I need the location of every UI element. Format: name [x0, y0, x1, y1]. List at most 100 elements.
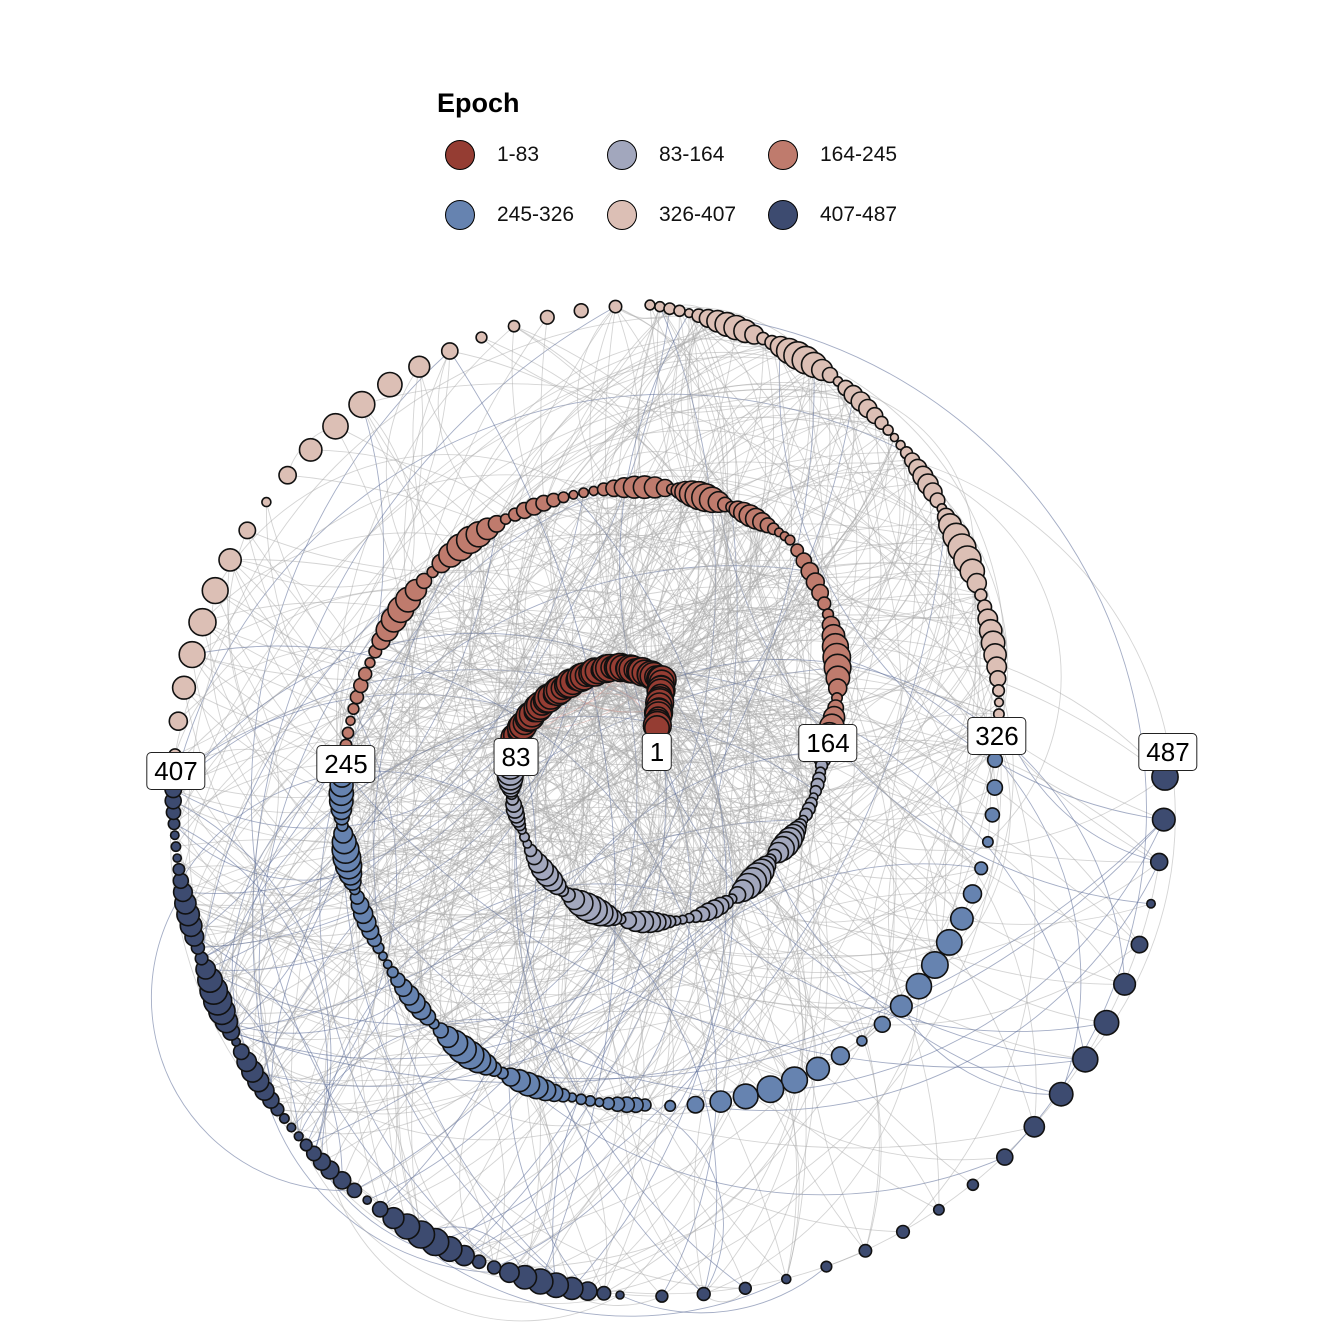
edge	[744, 870, 816, 1289]
edge	[723, 504, 836, 709]
legend-label-epoch-4: 245-326	[497, 203, 575, 226]
edge	[197, 670, 602, 949]
edge	[459, 547, 940, 1211]
node-475	[932, 1203, 945, 1216]
legend-swatch-epoch-1	[445, 140, 475, 170]
edge	[347, 535, 785, 743]
node-405	[171, 675, 197, 700]
node-label-164: 164	[798, 724, 858, 762]
edge	[502, 819, 1165, 1080]
edge	[659, 704, 767, 866]
edge	[214, 454, 584, 591]
node-323	[981, 835, 994, 848]
node-441	[278, 1113, 290, 1125]
legend-label-epoch-2: 83-164	[659, 143, 725, 166]
edge	[462, 306, 663, 1297]
edge	[345, 700, 820, 779]
node-273	[386, 965, 399, 979]
node-391	[475, 331, 488, 344]
edge	[415, 589, 821, 648]
edge	[346, 559, 804, 858]
edge	[703, 986, 920, 1295]
node-324	[984, 807, 1001, 823]
edge	[539, 1023, 883, 1282]
edge	[411, 667, 621, 1235]
edge	[689, 797, 816, 921]
edge	[516, 490, 594, 697]
edge	[622, 315, 863, 1042]
edge	[205, 798, 787, 970]
edge	[511, 342, 773, 736]
edge	[399, 317, 548, 1044]
node-230	[415, 572, 433, 590]
edge	[387, 334, 755, 965]
edge	[562, 667, 838, 714]
edge	[187, 914, 608, 1038]
edge	[464, 921, 674, 1257]
edge	[172, 716, 835, 916]
edge	[226, 310, 680, 1023]
node-179	[817, 596, 832, 611]
edge	[227, 530, 343, 826]
edge	[510, 702, 1000, 809]
edge	[418, 730, 520, 1024]
edge	[209, 590, 356, 890]
edge	[205, 921, 651, 1066]
node-layer	[164, 299, 1179, 1303]
edge	[335, 356, 815, 826]
node-400	[238, 521, 257, 540]
edge	[658, 338, 774, 714]
edge	[546, 699, 999, 793]
node-401	[218, 548, 243, 572]
edge	[603, 571, 977, 1294]
node-389	[539, 309, 555, 325]
node-309	[732, 1083, 759, 1110]
node-470	[738, 1281, 752, 1296]
node-315	[873, 1015, 891, 1034]
edge	[270, 677, 669, 1105]
edge	[173, 766, 525, 911]
node-480	[1072, 1046, 1099, 1073]
edge	[173, 692, 721, 907]
edge	[606, 668, 738, 895]
node-314	[856, 1035, 868, 1047]
edge	[513, 515, 763, 739]
edge	[603, 669, 722, 906]
edge	[415, 590, 820, 817]
legend-label-epoch-5: 326-407	[659, 203, 737, 226]
node-312	[805, 1056, 831, 1082]
edge	[361, 404, 835, 718]
edge	[528, 718, 728, 1296]
edge	[382, 539, 500, 957]
node-215	[557, 491, 570, 504]
edge	[581, 369, 823, 907]
edge	[310, 449, 660, 708]
edge	[369, 662, 541, 1278]
node-482	[1112, 972, 1137, 996]
edge	[778, 346, 1164, 821]
node-448	[332, 1171, 352, 1190]
node-label-407: 407	[146, 752, 206, 790]
edge	[298, 768, 820, 1137]
legend-swatch-epoch-5	[607, 200, 637, 230]
edge	[298, 1018, 646, 1137]
edge	[175, 839, 795, 1081]
edge	[917, 467, 1062, 843]
edge	[343, 760, 671, 922]
edge	[553, 384, 868, 501]
edge	[150, 891, 355, 1192]
edge	[270, 722, 537, 1101]
edge	[519, 318, 709, 1294]
edge	[871, 725, 999, 1025]
edge	[514, 514, 558, 699]
edge	[769, 859, 1062, 1095]
edge	[522, 536, 957, 753]
node-414	[169, 830, 180, 841]
edge	[581, 758, 833, 1100]
legend-swatch-epoch-4	[445, 200, 475, 230]
edge	[600, 670, 779, 854]
edge	[298, 1136, 621, 1305]
edge	[250, 350, 465, 1256]
edge	[755, 518, 807, 872]
edge	[649, 304, 957, 537]
